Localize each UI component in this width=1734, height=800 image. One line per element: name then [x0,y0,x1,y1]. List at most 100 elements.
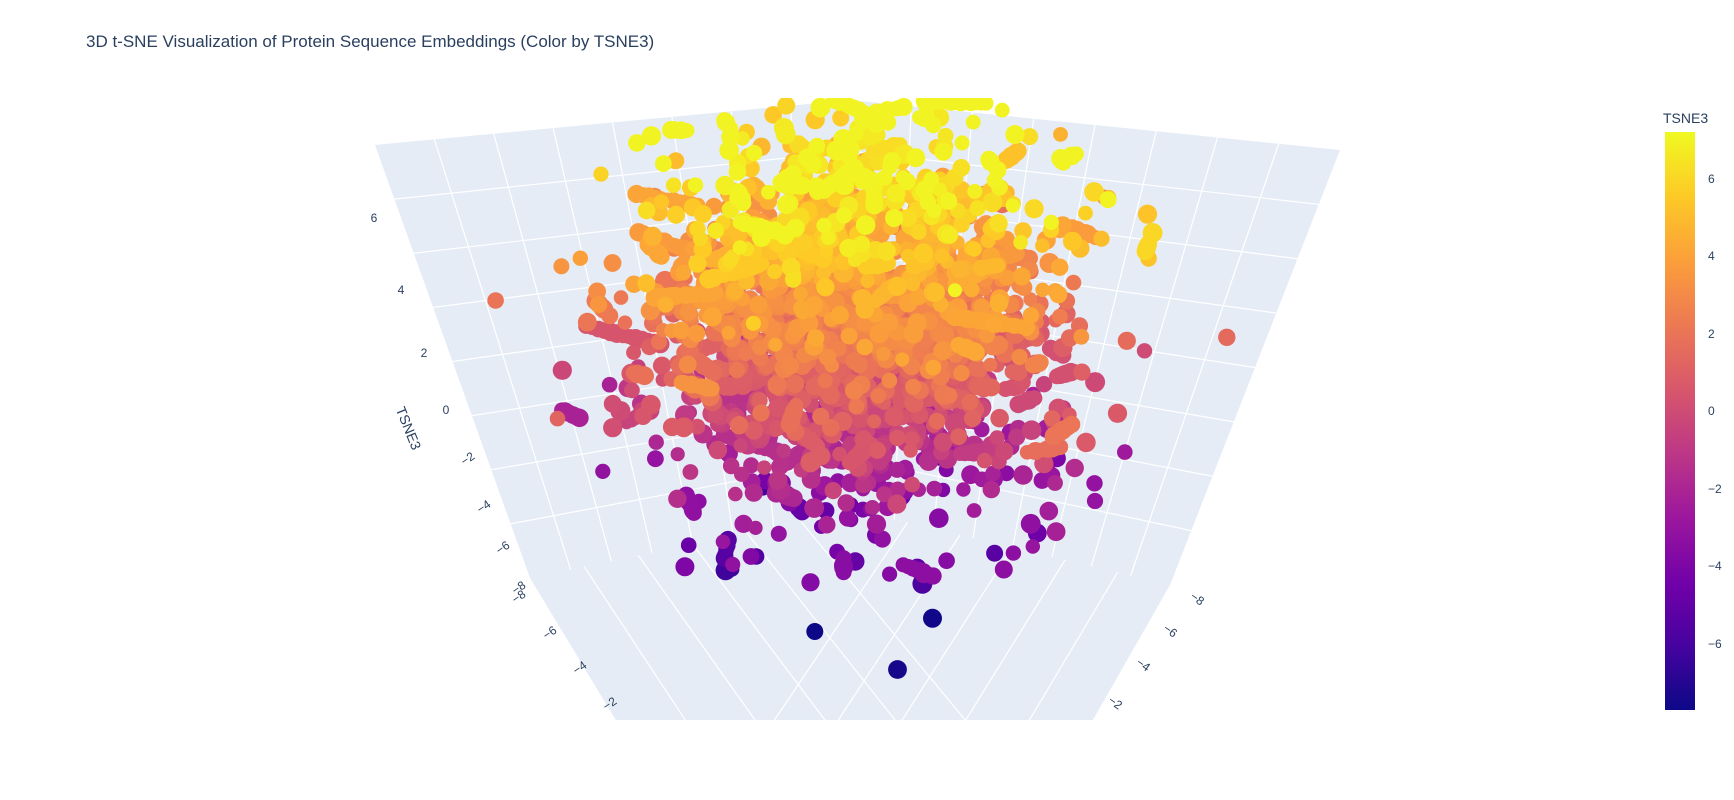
scatter-point [1043,214,1059,230]
gridline [965,559,1066,720]
scatter-point [810,98,831,118]
z-tick-label: 6 [371,211,378,225]
scatter-point [867,103,886,122]
scatter-point [860,274,875,288]
scatter-point [963,409,982,428]
scatter-point [680,537,697,553]
scatter-point [907,313,927,333]
scatter-point [682,464,699,480]
z-axis-title: TSNE3 [393,404,425,452]
scatter-point [910,224,927,240]
scatter-point [972,259,990,277]
scatter-point [980,150,998,168]
scatter-point [1218,328,1236,346]
z-tick-label: 2 [421,346,428,360]
z-tick-label: −2 [458,449,478,469]
scatter-point [728,486,743,502]
scatter-point [1065,274,1082,291]
scatter-point [732,215,747,230]
colorbar-tick: 6 [1708,171,1715,186]
scatter-point [728,362,746,379]
scatter-point [768,337,783,352]
scatter-point [675,265,692,281]
colorbar-tick: 2 [1708,326,1715,341]
scatter-point [732,240,747,255]
scatter-point [1023,292,1038,307]
scatter-point [966,503,982,518]
scatter-point [818,348,837,367]
scatter-point [768,470,788,490]
scatter-point [744,483,763,502]
scatter-point [572,250,588,266]
scatter-point [925,359,942,376]
scatter-point [715,534,731,550]
scatter-point [679,123,695,138]
y-tick-label: −4 [1134,655,1154,675]
scatter-point [693,231,708,247]
scatter-point [904,476,920,493]
scatter-point [835,550,852,567]
scatter-point [589,295,607,313]
scatter-point [841,473,860,493]
scatter-point [767,263,783,280]
scatter-point [938,552,955,569]
scatter-point [910,288,928,306]
scatter-point [901,248,916,264]
scatter-point [989,430,1005,446]
scatter-point [613,290,629,305]
scatter-point [744,421,764,440]
scatter-point [997,381,1014,397]
scatter-point [820,229,837,245]
scatter-point [722,252,739,269]
scatter-point [906,148,926,168]
scatter-point [785,271,802,288]
scatter-point [932,182,947,197]
scatter-point [577,312,597,332]
scatter-point [1062,231,1083,251]
scatter-point [983,357,998,372]
scatter-point [705,364,723,382]
scatter-point [768,398,788,418]
scatter-point [989,214,1008,233]
scatter-point [940,226,959,244]
scatter-point [1086,475,1103,492]
scatter-point [898,208,917,228]
gridline [800,520,967,720]
scatter-point [1136,343,1153,359]
scatter-point [976,452,993,469]
scatter-point [751,392,768,409]
scatter-point [1010,142,1027,160]
scatter-point [716,112,733,129]
scatter-point [994,560,1013,579]
scatter-point [775,124,796,145]
scatter-point [687,324,706,343]
scatter-point [834,175,855,196]
scatter-point [1025,539,1041,554]
scatter-point [761,184,776,200]
scatter-point [721,127,740,147]
scatter-point [817,373,833,389]
scatter-point [689,418,706,435]
scatter-point [876,346,891,362]
scatter-point [1076,432,1096,453]
scatter-point [881,372,898,389]
z-tick-label: 0 [443,403,450,417]
scatter-point [824,482,842,500]
scatter-point [934,248,950,264]
gridline [773,522,908,720]
scatter-point [884,407,904,427]
scatter-point [688,254,707,273]
scatter-point [639,368,654,384]
scatter-point [704,381,720,397]
scatter-point [954,135,970,151]
scatter-point [914,565,933,584]
scatter-point [903,443,918,458]
scatter-point [647,450,664,468]
scatter-point [807,177,826,197]
scatter-point [1022,307,1040,324]
scatter-point [570,408,589,428]
scatter-point [738,346,753,362]
scatter-point [801,573,820,592]
